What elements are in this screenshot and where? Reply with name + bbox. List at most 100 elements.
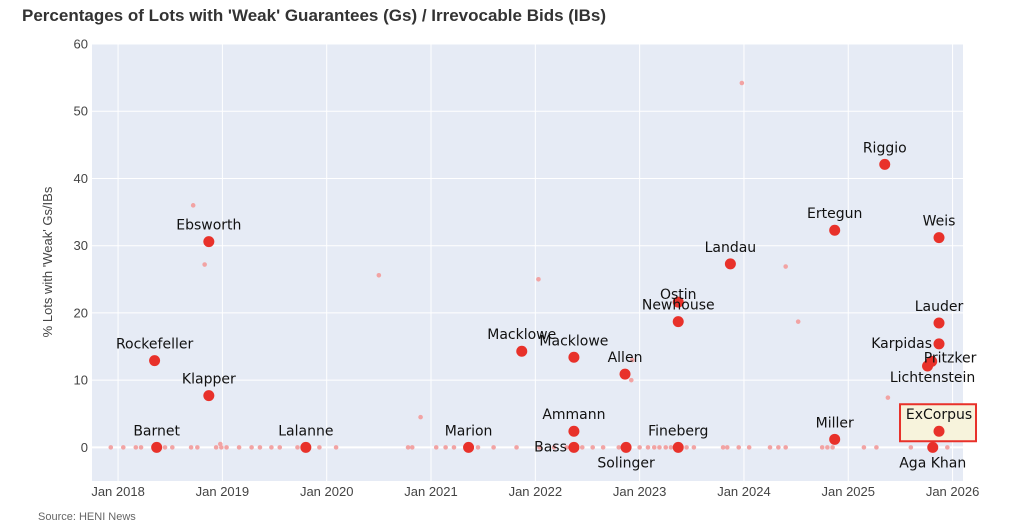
sale-label: Landau: [705, 240, 757, 256]
sale-point: [672, 296, 684, 308]
sale-label: Riggio: [863, 140, 907, 156]
x-tick-label: Jan 2023: [613, 484, 667, 499]
minor-sale-point: [579, 445, 585, 450]
minor-sale-point: [819, 445, 825, 450]
sale-label: Ammann: [542, 407, 605, 423]
minor-sale-point: [188, 445, 194, 450]
minor-sale-point: [317, 445, 322, 450]
y-tick-label: 50: [74, 104, 88, 119]
minor-sale-point: [451, 445, 457, 450]
x-tick-label: Jan 2026: [926, 484, 980, 499]
minor-sale-point: [616, 445, 622, 450]
minor-sale-point: [724, 445, 730, 450]
minor-sale-point: [537, 445, 542, 450]
sale-point: [619, 368, 631, 380]
minor-sale-point: [277, 445, 283, 450]
minor-sale-point: [224, 445, 229, 450]
minor-sale-point: [475, 445, 481, 450]
sale-point: [922, 360, 934, 372]
minor-sale-point: [236, 445, 242, 450]
minor-sale-point: [162, 445, 168, 450]
minor-sale-point: [600, 445, 606, 450]
sale-label: Newhouse: [642, 298, 715, 314]
minor-sale-point: [219, 445, 224, 450]
sale-label: Lalanne: [278, 423, 333, 439]
chart-title: Percentages of Lots with 'Weak' Guarante…: [22, 6, 606, 25]
sale-point: [829, 224, 841, 236]
minor-sale-point: [830, 445, 835, 450]
sale-point: [933, 317, 945, 329]
y-axis-label: % Lots with 'Weak' Gs/IBs: [40, 186, 55, 337]
minor-sale-point: [133, 445, 139, 450]
gridlines: [92, 43, 963, 481]
minor-sale-point: [767, 445, 773, 450]
minor-sale-point: [170, 445, 175, 450]
other-points: [108, 80, 950, 450]
sale-label: Miller: [816, 415, 854, 431]
sale-point: [568, 351, 580, 363]
y-tick-label: 40: [74, 171, 88, 186]
sale-point: [724, 258, 736, 270]
minor-sale-point: [433, 445, 439, 450]
minor-sale-point: [739, 80, 745, 86]
minor-sale-point: [908, 445, 914, 450]
sale-point: [933, 338, 945, 350]
minor-sale-point: [945, 445, 950, 450]
sale-point: [516, 345, 528, 357]
minor-sale-point: [120, 445, 126, 450]
sale-point: [203, 390, 215, 402]
sale-label: Ostin: [660, 287, 697, 303]
minor-sale-point: [746, 445, 752, 450]
x-tick-label: Jan 2024: [717, 484, 771, 499]
sale-label: Bass: [534, 439, 567, 455]
minor-sale-point: [657, 445, 662, 450]
plot-area: [92, 44, 963, 481]
minor-sale-point: [491, 445, 496, 450]
sale-label: ExCorpus: [906, 407, 972, 423]
sale-point: [927, 441, 939, 453]
minor-sale-point: [443, 445, 448, 450]
named-points: [149, 158, 945, 453]
sale-label: Ebsworth: [176, 218, 241, 234]
sale-point: [933, 425, 945, 437]
minor-sale-point: [776, 445, 781, 450]
x-tick-label: Jan 2025: [822, 484, 876, 499]
sale-label: Macklowe: [539, 333, 608, 349]
minor-sale-point: [645, 445, 651, 450]
x-tick-label: Jan 2022: [509, 484, 563, 499]
x-tick-label: Jan 2019: [196, 484, 250, 499]
minor-sale-point: [418, 414, 423, 420]
sale-label: Solinger: [597, 455, 655, 471]
sale-label: Barnet: [133, 423, 180, 439]
minor-sale-point: [651, 445, 657, 450]
y-tick-label: 0: [81, 440, 88, 455]
sale-point: [568, 441, 580, 453]
minor-sale-point: [195, 445, 200, 450]
sale-label: Marion: [445, 423, 493, 439]
sale-point: [151, 441, 163, 453]
minor-sale-point: [108, 445, 114, 450]
y-tick-label: 30: [74, 238, 88, 253]
minor-sale-point: [885, 395, 891, 400]
minor-sale-point: [825, 445, 830, 450]
sale-point: [829, 433, 841, 445]
sale-point: [568, 425, 580, 437]
minor-sale-point: [190, 203, 196, 208]
minor-sale-point: [564, 445, 569, 450]
minor-sale-point: [637, 445, 642, 450]
minor-sale-point: [333, 445, 339, 450]
sale-label: Ertegun: [807, 206, 862, 222]
x-axis-ticks: Jan 2018 Jan 2019 Jan 2020 Jan 2021 Jan 2022…: [91, 484, 979, 499]
sale-label: Klapper: [182, 372, 236, 388]
x-tick-label: Jan 2021: [404, 484, 458, 499]
sale-label: Rockefeller: [116, 337, 194, 353]
sale-label: Karpidas: [871, 336, 932, 352]
sale-point: [300, 441, 312, 453]
minor-sale-point: [861, 445, 867, 450]
x-tick-label: Jan 2020: [300, 484, 354, 499]
minor-sale-point: [590, 445, 595, 450]
minor-sale-point: [795, 319, 801, 324]
sale-point: [672, 316, 684, 328]
sale-point: [203, 236, 215, 248]
